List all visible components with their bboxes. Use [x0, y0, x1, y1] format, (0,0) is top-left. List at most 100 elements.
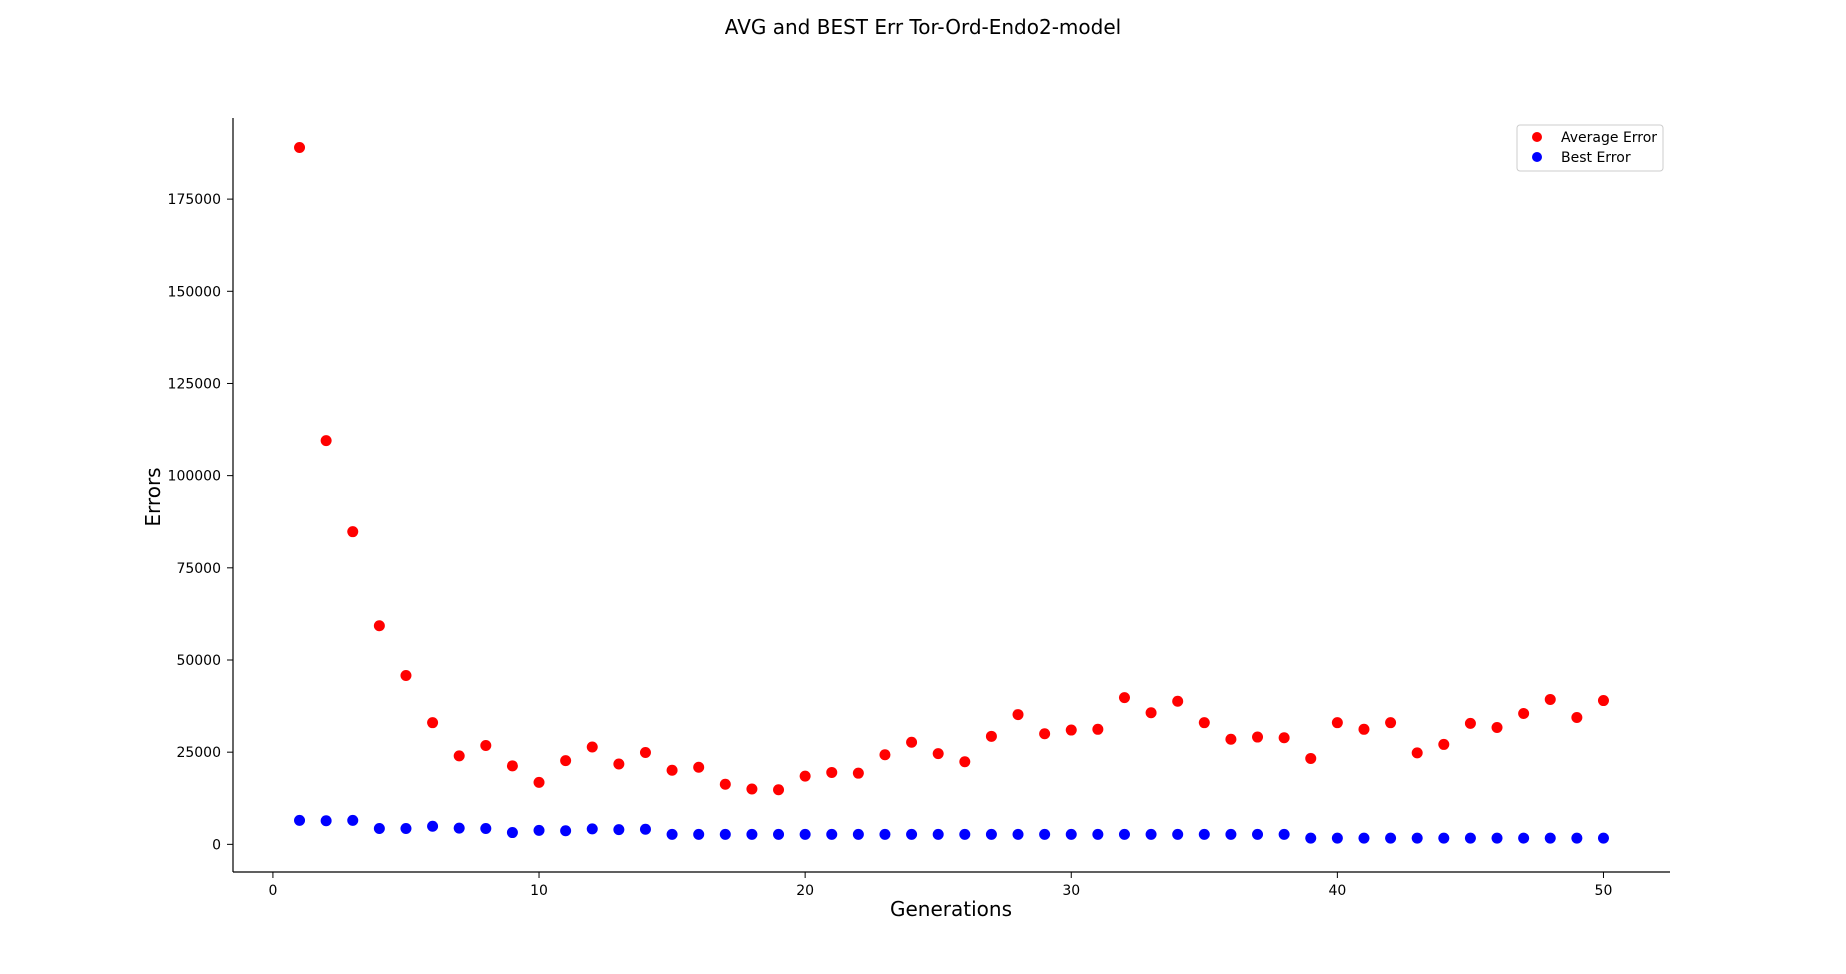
legend-marker-average [1532, 132, 1542, 142]
best-error-point [1571, 832, 1583, 844]
best-error-point [1065, 828, 1077, 840]
best-error-point [453, 822, 465, 834]
series-average-error [294, 141, 1609, 796]
average-error-point [1118, 692, 1130, 704]
chart-title: AVG and BEST Err Tor-Ord-Endo2-model [725, 15, 1121, 39]
best-error-point [1491, 832, 1503, 844]
best-error-point [639, 823, 651, 835]
x-tick-label: 10 [530, 883, 548, 899]
best-error-point [1305, 832, 1317, 844]
average-error-point [879, 749, 891, 761]
average-error-point [1065, 724, 1077, 736]
average-error-point [985, 730, 997, 742]
best-error-point [1012, 828, 1024, 840]
average-error-point [1039, 728, 1051, 740]
average-error-point [480, 740, 492, 752]
best-error-point [294, 814, 306, 826]
y-tick-label: 100000 [168, 469, 221, 485]
x-tick-label: 40 [1328, 883, 1346, 899]
average-error-point [560, 755, 572, 767]
best-error-point [586, 823, 598, 835]
best-error-point [320, 815, 332, 827]
best-error-point [1252, 828, 1264, 840]
average-error-point [1198, 717, 1210, 729]
y-tick-label: 75000 [176, 561, 221, 577]
best-error-point [906, 828, 918, 840]
average-error-point [906, 736, 918, 748]
average-error-point [373, 620, 385, 632]
average-error-point [453, 750, 465, 762]
average-error-point [586, 741, 598, 753]
average-error-point [347, 526, 359, 538]
best-error-point [666, 828, 678, 840]
best-error-point [506, 827, 518, 839]
x-axis-label: Generations [890, 897, 1012, 921]
average-error-point [932, 748, 944, 760]
average-error-point [693, 761, 705, 773]
x-tick-label: 30 [1062, 883, 1080, 899]
best-error-point [480, 822, 492, 834]
best-error-point [852, 828, 864, 840]
best-error-point [373, 822, 385, 834]
average-error-point [719, 778, 731, 790]
best-error-point [773, 828, 785, 840]
average-error-point [1385, 717, 1397, 729]
best-error-point [985, 828, 997, 840]
series-best-error [294, 814, 1609, 844]
y-tick-label: 125000 [168, 376, 221, 392]
legend-label-average: Average Error [1561, 130, 1657, 146]
average-error-point [639, 747, 651, 759]
y-ticks: 0 25000 50000 75000 100000 125000 150000 175000 [168, 192, 233, 853]
x-tick-label: 50 [1595, 883, 1613, 899]
legend-marker-best [1532, 152, 1542, 162]
average-error-point [852, 767, 864, 779]
average-error-point [746, 783, 758, 795]
average-error-point [773, 784, 785, 796]
best-error-point [347, 814, 359, 826]
average-error-point [1544, 693, 1556, 705]
y-tick-label: 0 [212, 837, 221, 853]
average-error-point [1358, 723, 1370, 735]
best-error-point [932, 828, 944, 840]
best-error-point [1118, 828, 1130, 840]
average-error-point [1331, 717, 1343, 729]
average-error-point [1571, 712, 1583, 724]
best-error-point [533, 824, 545, 836]
average-error-point [613, 758, 625, 770]
best-error-point [799, 828, 811, 840]
average-error-point [1145, 707, 1157, 719]
average-error-point [1172, 695, 1184, 707]
average-error-point [1411, 747, 1423, 759]
average-error-point [1438, 738, 1450, 750]
average-error-point [959, 756, 971, 768]
best-error-point [1358, 832, 1370, 844]
best-error-point [1092, 828, 1104, 840]
average-error-point [1464, 717, 1476, 729]
x-tick-label: 0 [268, 883, 277, 899]
average-error-point [1305, 752, 1317, 764]
y-tick-label: 25000 [176, 745, 221, 761]
average-error-point [799, 770, 811, 782]
best-error-point [1145, 828, 1157, 840]
average-error-point [294, 141, 306, 153]
best-error-point [1411, 832, 1423, 844]
y-tick-label: 150000 [168, 284, 221, 300]
best-error-point [719, 828, 731, 840]
average-error-point [533, 776, 545, 788]
average-error-point [666, 764, 678, 776]
best-error-point [1518, 832, 1530, 844]
best-error-point [1544, 832, 1556, 844]
best-error-point [1597, 832, 1609, 844]
best-error-point [427, 820, 439, 832]
legend-frame [1516, 124, 1664, 172]
average-error-point [1518, 707, 1530, 719]
best-error-point [1225, 828, 1237, 840]
average-error-point [1491, 721, 1503, 733]
best-error-point [1331, 832, 1343, 844]
average-error-point [1092, 723, 1104, 735]
legend: Average Error Best Error [1516, 124, 1664, 172]
best-error-point [826, 828, 838, 840]
average-error-point [1252, 731, 1264, 743]
best-error-point [1278, 828, 1290, 840]
